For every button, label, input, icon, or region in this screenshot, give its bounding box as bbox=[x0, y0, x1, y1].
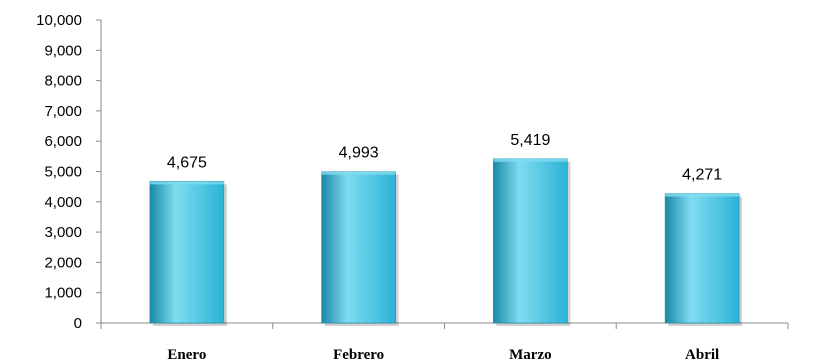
y-tick-label: 3,000 bbox=[44, 224, 82, 241]
y-tick-label: 8,000 bbox=[44, 73, 82, 90]
bar-febrero bbox=[321, 171, 396, 324]
y-tick-label: 2,000 bbox=[44, 254, 82, 271]
y-axis: 0 1,000 2,000 3,000 4,000 5,000 6,000 7,000 8,00… bbox=[36, 12, 102, 332]
data-label: 4,675 bbox=[167, 154, 207, 171]
bar-top-highlight bbox=[321, 171, 396, 175]
y-tick-label: 4,000 bbox=[44, 194, 82, 211]
y-tick-label: 10,000 bbox=[36, 12, 82, 29]
y-tick-label: 6,000 bbox=[44, 133, 82, 150]
y-tick-label: 0 bbox=[74, 315, 82, 332]
y-tick-label: 7,000 bbox=[44, 103, 82, 120]
y-tick-label: 5,000 bbox=[44, 164, 82, 181]
bar-enero bbox=[149, 181, 225, 324]
x-tick-label: Febrero bbox=[333, 347, 384, 363]
data-label: 4,993 bbox=[339, 145, 379, 162]
y-tick-label: 1,000 bbox=[44, 285, 82, 302]
bar-top-highlight bbox=[665, 193, 740, 197]
y-tick-label: 9,000 bbox=[44, 42, 82, 59]
x-axis: Enero Febrero Marzo Abril bbox=[100, 322, 789, 363]
bars bbox=[149, 158, 743, 326]
data-label: 5,419 bbox=[510, 132, 550, 149]
bar-marzo bbox=[493, 158, 568, 324]
x-tick-label: Enero bbox=[167, 347, 206, 363]
x-tick-label: Abril bbox=[685, 347, 719, 363]
data-label: 4,271 bbox=[682, 167, 722, 184]
bar-top-highlight bbox=[493, 158, 568, 162]
data-labels: 4,675 4,993 5,419 4,271 bbox=[167, 132, 722, 184]
bar-abril bbox=[664, 193, 740, 324]
x-tick-label: Marzo bbox=[509, 347, 551, 363]
bar-top-highlight bbox=[149, 181, 224, 185]
